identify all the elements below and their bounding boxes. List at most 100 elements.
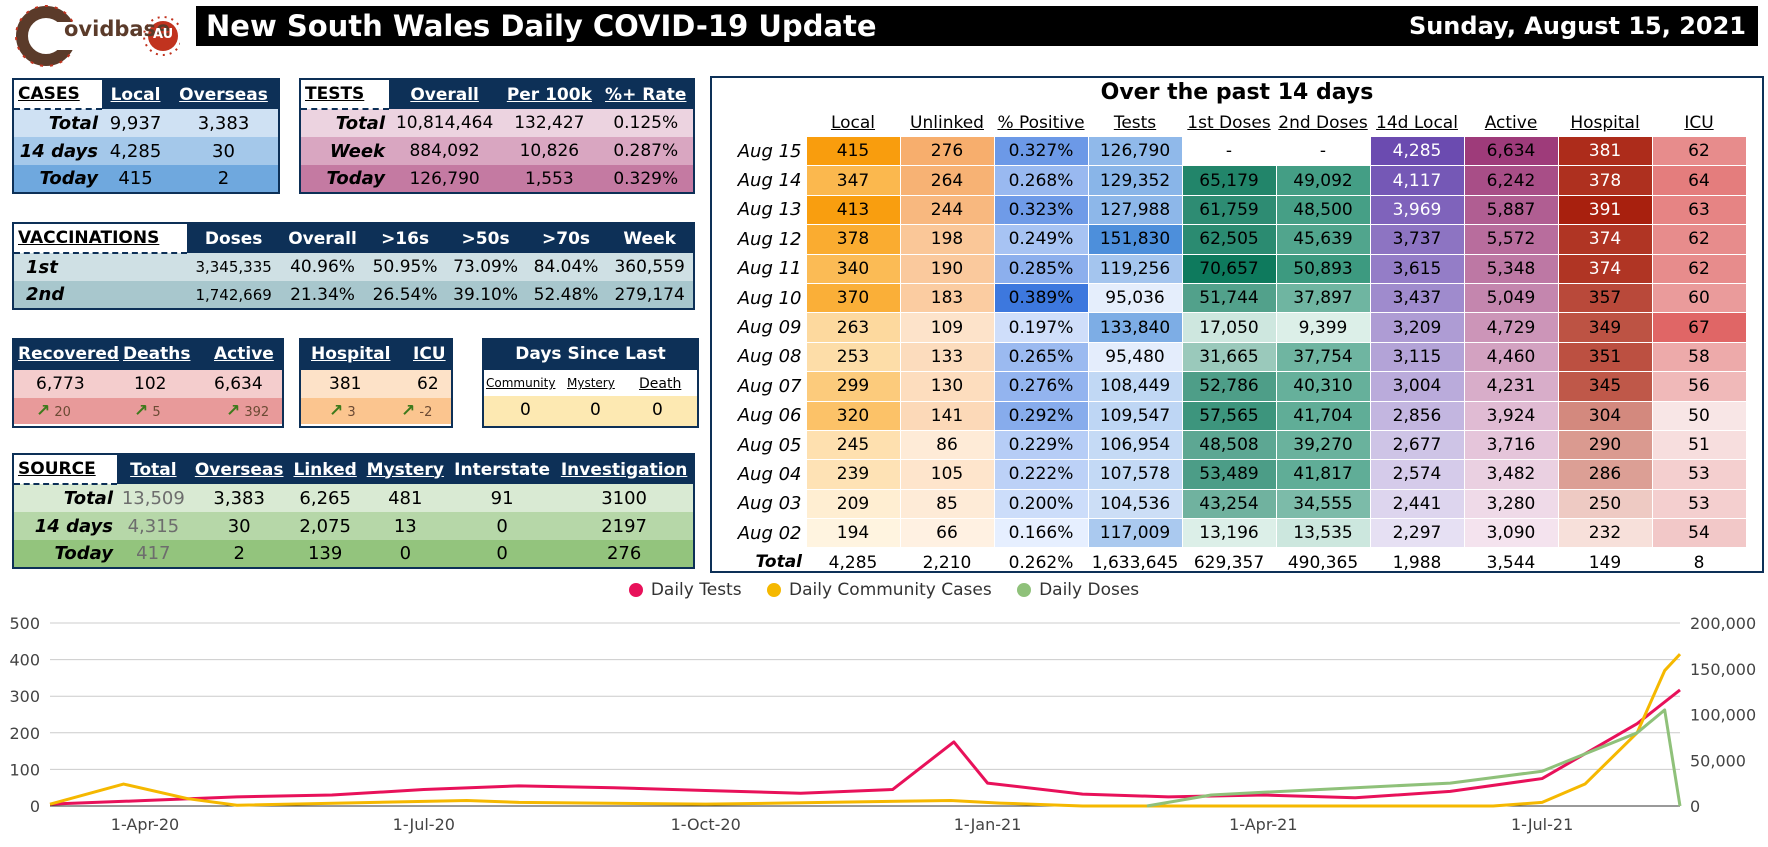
legend-item: Daily Doses bbox=[1017, 580, 1139, 600]
row-date: Aug 15 bbox=[737, 140, 802, 162]
grid-cell: 0.200% bbox=[993, 488, 1089, 520]
cell: 1,553 bbox=[525, 168, 574, 189]
col-interstate: Interstate bbox=[448, 454, 556, 484]
days-since-header: Days Since Last bbox=[484, 340, 697, 370]
grid-cell: 232 bbox=[1557, 518, 1653, 549]
grid-row: Aug 12 378 198 0.249% 151,830 62,505 45,639 3,7… bbox=[718, 224, 1747, 255]
total-cell: 3,544 bbox=[1486, 552, 1536, 573]
cell: 3,345,335 bbox=[195, 258, 272, 276]
grid-cell: 194 bbox=[805, 518, 901, 549]
col-doses: Doses bbox=[187, 223, 281, 253]
tests-label: TESTS bbox=[300, 79, 389, 110]
grid-total-row: Total 4,285 2,210 0.262% 1,633,645 629,357 490… bbox=[718, 548, 1746, 577]
grid-cell: 3,280 bbox=[1463, 488, 1559, 520]
grid-cell: 0.249% bbox=[993, 224, 1089, 255]
grid-cell: 53 bbox=[1651, 459, 1747, 490]
col-deaths: Deaths bbox=[123, 344, 191, 364]
grid-cell: 117,009 bbox=[1087, 518, 1183, 549]
source-label: SOURCE bbox=[13, 454, 117, 485]
days-since-values-row: 0 0 0 bbox=[484, 396, 697, 424]
cell: 9,937 bbox=[109, 112, 162, 134]
page-title: New South Wales Daily COVID-19 Update bbox=[206, 9, 877, 43]
cell: 884,092 bbox=[409, 141, 480, 161]
grid-cell: 9,399 bbox=[1275, 312, 1371, 343]
row-date: Aug 05 bbox=[737, 434, 802, 456]
mystery-days: 0 bbox=[590, 400, 601, 420]
cell: 139 bbox=[307, 543, 343, 564]
col-community: Community bbox=[486, 376, 556, 390]
grid-cell: 415 bbox=[805, 135, 901, 167]
legend-swatch bbox=[767, 583, 781, 597]
col-overseas: Overseas bbox=[169, 79, 279, 109]
cell: 0.125% bbox=[613, 113, 679, 133]
grid-cell: 3,209 bbox=[1369, 312, 1465, 343]
cell: 0.329% bbox=[613, 168, 679, 189]
row-date: Aug 14 bbox=[737, 170, 802, 192]
cell: 10,814,464 bbox=[395, 113, 494, 133]
cell: 39.10% bbox=[453, 284, 518, 305]
total-cell: 490,365 bbox=[1287, 552, 1359, 573]
x-tick-label: 1-Jul-20 bbox=[393, 815, 455, 834]
grid-cell: 34,555 bbox=[1275, 488, 1371, 520]
vaccinations-label: VACCINATIONS bbox=[13, 223, 187, 254]
y-right-tick-label: 150,000 bbox=[1690, 660, 1756, 679]
grid-cell: 3,482 bbox=[1463, 459, 1559, 490]
grid-cell: 109 bbox=[899, 312, 995, 343]
grid-cell: 0.389% bbox=[993, 282, 1089, 314]
days-since-title: Days Since Last bbox=[515, 344, 666, 364]
col-rate: %+ Rate bbox=[598, 79, 694, 109]
grid-cell: 3,737 bbox=[1369, 224, 1465, 255]
grid-row: Aug 02 194 66 0.166% 117,009 13,196 13,535 2,29… bbox=[718, 518, 1747, 549]
trend-up-icon: ↗ bbox=[401, 401, 416, 421]
grid-cell: 50 bbox=[1651, 400, 1747, 431]
grid-cell: 2,441 bbox=[1369, 488, 1465, 520]
grid-cell: 0.323% bbox=[993, 194, 1089, 226]
grid-cell: 286 bbox=[1557, 459, 1653, 490]
total-cell: 1,633,645 bbox=[1091, 552, 1179, 573]
col-per-100k: Per 100k bbox=[500, 79, 599, 109]
series-line bbox=[1146, 708, 1682, 808]
grid-cell: 41,817 bbox=[1275, 459, 1371, 490]
total-label: Total bbox=[755, 552, 802, 573]
row-label: Total bbox=[48, 113, 98, 134]
grid-cell: 4,460 bbox=[1463, 341, 1559, 373]
grid-cell: 39,270 bbox=[1275, 429, 1371, 461]
row-date: Aug 09 bbox=[737, 317, 802, 339]
grid-cell: 86 bbox=[899, 429, 995, 461]
total-cell: 8 bbox=[1693, 552, 1705, 573]
table-row: Week 884,092 10,826 0.287% bbox=[300, 137, 694, 165]
grid-cell: 49,092 bbox=[1275, 165, 1371, 196]
y-left-tick-label: 500 bbox=[9, 614, 40, 633]
row-label: 14 days bbox=[19, 140, 98, 162]
legend-item: Daily Community Cases bbox=[767, 580, 992, 600]
row-date: Aug 06 bbox=[737, 405, 802, 427]
grid-cell: 244 bbox=[899, 194, 995, 226]
trend-up-icon: ↗ bbox=[36, 401, 51, 421]
grid-row: Aug 09 263 109 0.197% 133,840 17,050 9,399 3,20… bbox=[718, 312, 1747, 343]
grid-row: Aug 05 245 86 0.229% 106,954 48,508 39,270 2,67… bbox=[718, 429, 1747, 461]
grid-cell: 53 bbox=[1651, 488, 1747, 520]
cell: 3,383 bbox=[213, 487, 265, 509]
hospital-card: Hospital ICU 381 62 ↗ 3 ↗ -2 bbox=[299, 338, 453, 428]
y-right-tick-label: 100,000 bbox=[1690, 706, 1756, 725]
grid-cell: 198 bbox=[899, 224, 995, 255]
grid-cell: 62 bbox=[1651, 224, 1747, 255]
col-investigation: Investigation bbox=[555, 454, 694, 484]
grid-cell: 31,665 bbox=[1181, 341, 1277, 373]
grid-cell: 54 bbox=[1651, 518, 1747, 549]
grid-cell: 62 bbox=[1651, 135, 1747, 167]
table-row: Today 417 2 139 0 0 276 bbox=[13, 540, 694, 568]
cell: 0 bbox=[399, 543, 412, 564]
grid-cell: 13,196 bbox=[1181, 518, 1277, 549]
grid-cell: 0.166% bbox=[993, 518, 1089, 549]
grid-cell: 4,285 bbox=[1369, 135, 1465, 167]
grid-cell: 253 bbox=[805, 341, 901, 373]
cell: 4,315 bbox=[127, 515, 180, 537]
cell: 13,509 bbox=[121, 487, 185, 509]
grid-cell: 109,547 bbox=[1087, 400, 1183, 431]
outcomes-trend-row: ↗ 20 ↗ 5 ↗ 392 bbox=[14, 398, 282, 424]
trend-value: 392 bbox=[244, 405, 270, 420]
grid-cell: - bbox=[1181, 135, 1277, 167]
logo-badge: AU bbox=[153, 27, 174, 42]
source-table: SOURCE Total Overseas Linked Mystery Int… bbox=[12, 453, 695, 569]
